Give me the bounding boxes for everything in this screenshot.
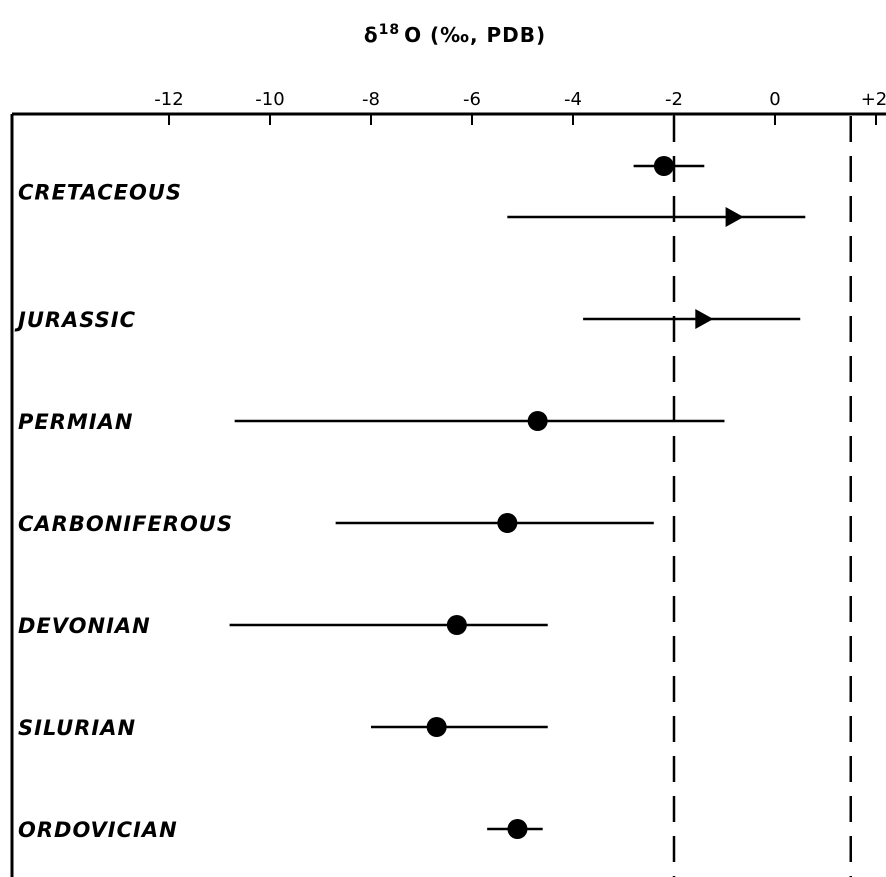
x-tick-label: -2 (665, 89, 683, 110)
mean-circle-marker (497, 513, 518, 533)
mean-circle-marker (446, 615, 467, 635)
x-tick-label: -6 (463, 89, 481, 110)
period-labels: CRETACEOUS JURASSIC PERMIAN CARBONIFEROUS DE… (14, 181, 233, 843)
period-label: ORDOVICIAN (18, 818, 178, 842)
x-axis-ticks (168, 114, 877, 125)
mean-circle-marker (653, 156, 674, 176)
x-tick-label: -10 (255, 89, 284, 110)
x-axis-title-delta: δ (364, 23, 379, 47)
x-tick-label: -12 (154, 89, 183, 110)
period-label: JURASSIC (14, 308, 136, 332)
period-label: SILURIAN (18, 716, 136, 740)
x-axis-title-superscript: 18 (379, 22, 400, 38)
mean-triangle-marker (725, 207, 744, 227)
data-ranges (229, 164, 806, 831)
period-label: CARBONIFEROUS (18, 512, 233, 536)
mean-circle-marker (507, 819, 528, 839)
x-axis-tick-labels: -12 -10 -8 -6 -4 -2 0 +2 (154, 89, 886, 110)
plot-frame (10, 112, 886, 877)
data-markers (426, 156, 744, 839)
x-tick-label: -4 (564, 89, 582, 110)
period-label: PERMIAN (18, 410, 133, 434)
mean-circle-marker (527, 411, 548, 431)
x-tick-label: -8 (362, 89, 380, 110)
mean-triangle-marker (695, 309, 714, 329)
x-tick-label: +2 (861, 89, 886, 110)
period-label: CRETACEOUS (18, 181, 182, 205)
reference-lines (672, 116, 852, 877)
x-axis-title: δ18 O (‰, PDB) (364, 22, 546, 47)
x-tick-label: 0 (769, 89, 780, 110)
mean-circle-marker (426, 717, 447, 737)
period-label: DEVONIAN (18, 614, 151, 638)
x-axis-title-rest: O (‰, PDB) (404, 23, 546, 47)
